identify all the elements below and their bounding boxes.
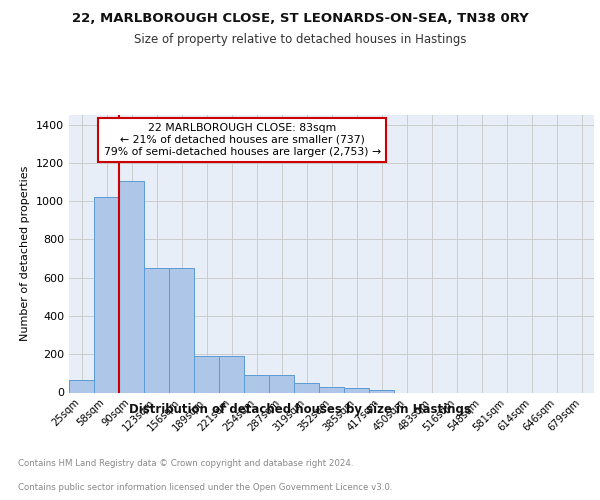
Bar [319, 388, 344, 392]
Text: 22, MARLBOROUGH CLOSE, ST LEONARDS-ON-SEA, TN38 0RY: 22, MARLBOROUGH CLOSE, ST LEONARDS-ON-SE… [71, 12, 529, 26]
Text: Size of property relative to detached houses in Hastings: Size of property relative to detached ho… [134, 32, 466, 46]
Bar [244, 376, 269, 392]
Bar [169, 268, 194, 392]
Bar [344, 388, 369, 392]
Bar [269, 376, 294, 392]
Bar [69, 380, 94, 392]
Bar [219, 356, 244, 393]
Y-axis label: Number of detached properties: Number of detached properties [20, 166, 31, 342]
Bar [144, 268, 169, 392]
Text: 22 MARLBOROUGH CLOSE: 83sqm
← 21% of detached houses are smaller (737)
79% of se: 22 MARLBOROUGH CLOSE: 83sqm ← 21% of det… [104, 124, 381, 156]
Bar [369, 390, 394, 392]
Bar [294, 384, 319, 392]
Bar [194, 356, 219, 393]
Text: Distribution of detached houses by size in Hastings: Distribution of detached houses by size … [129, 402, 471, 415]
Bar [119, 181, 144, 392]
Text: Contains public sector information licensed under the Open Government Licence v3: Contains public sector information licen… [18, 484, 392, 492]
Text: Contains HM Land Registry data © Crown copyright and database right 2024.: Contains HM Land Registry data © Crown c… [18, 458, 353, 468]
Bar [94, 198, 119, 392]
